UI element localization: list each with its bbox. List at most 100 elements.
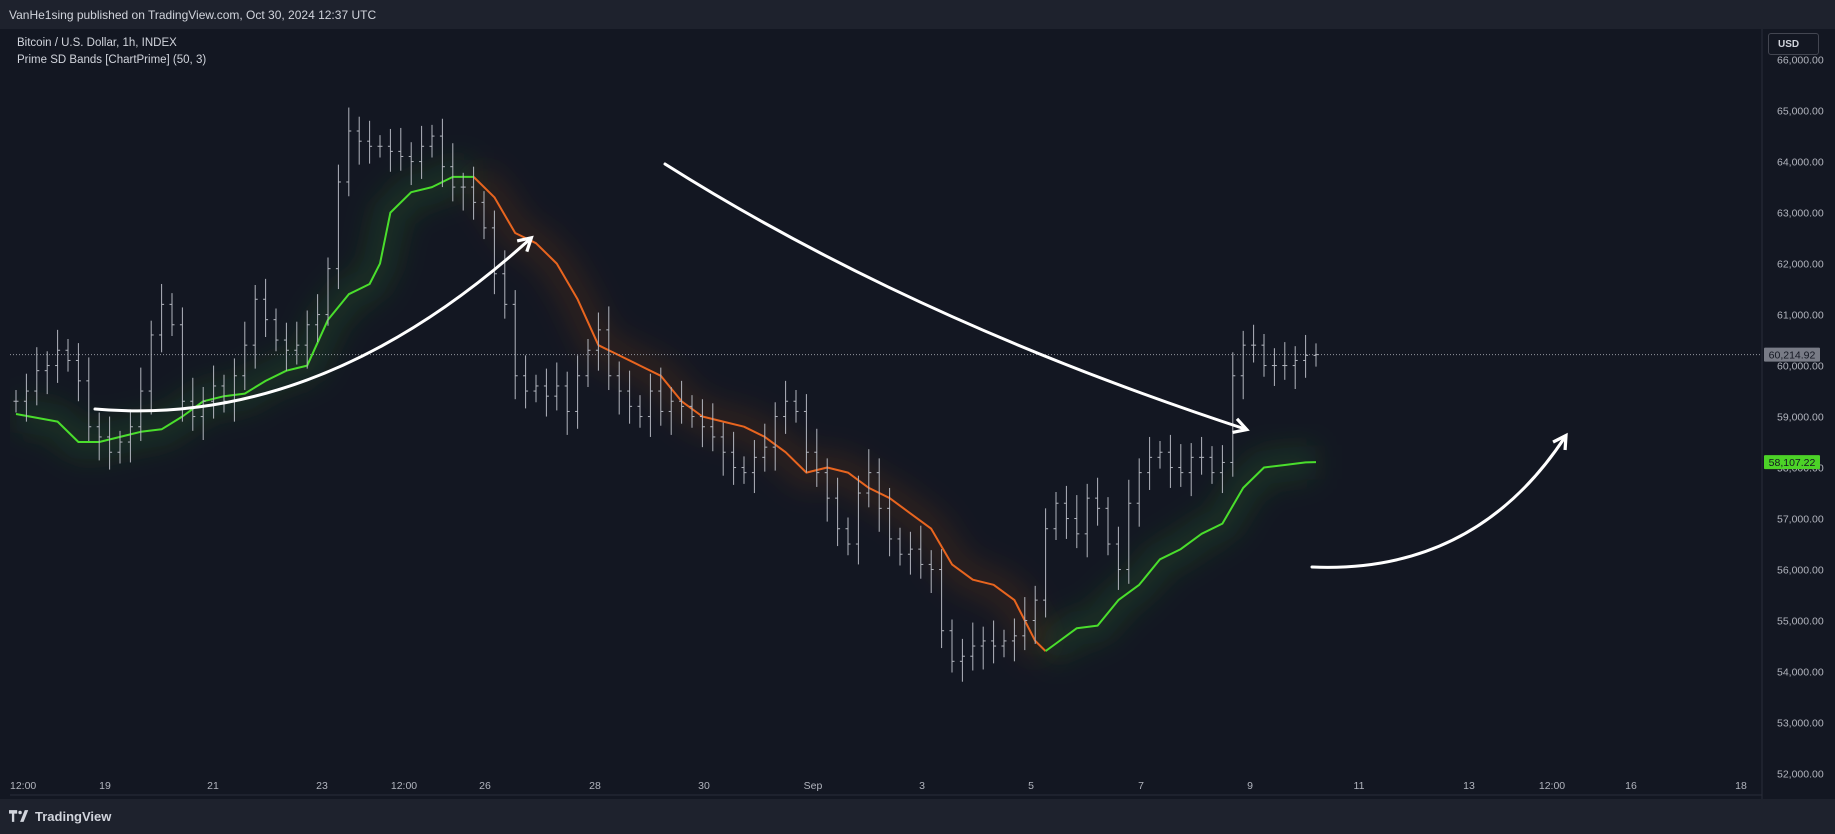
price-bar (1095, 477, 1101, 526)
price-axis-label: 63,000.00 (1777, 208, 1824, 220)
time-axis-label: 12:00 (391, 780, 417, 792)
price-axis: 66,000.00 65,000.00 64,000.00 63,000.00 62,0… (1777, 55, 1824, 781)
price-bar (1022, 597, 1028, 651)
price-bar (897, 527, 903, 566)
price-bar (387, 128, 393, 172)
tradingview-logo-icon (9, 810, 29, 822)
price-chart[interactable]: 66,000.00 65,000.00 64,000.00 63,000.00 62,0… (10, 29, 1825, 799)
brand-text: TradingView (35, 808, 112, 824)
time-axis-label: 28 (589, 780, 601, 792)
price-bar (159, 283, 165, 353)
time-axis-label: 12:00 (10, 780, 36, 792)
time-axis-label: 18 (1735, 780, 1747, 792)
currency-button[interactable]: USD (1768, 33, 1819, 55)
time-axis-label: 30 (698, 780, 710, 792)
indicator-line[interactable]: Prime SD Bands [ChartPrime] (50, 3) (17, 54, 207, 66)
price-bar (1136, 458, 1142, 527)
price-bar (315, 294, 321, 343)
price-bar (887, 487, 893, 557)
price-bar (627, 370, 633, 424)
price-bar (741, 456, 747, 484)
price-bar (1126, 479, 1132, 584)
price-bar (377, 135, 383, 158)
price-bar (668, 386, 674, 435)
arrow-up-right (1310, 432, 1568, 569)
price-bar (637, 395, 643, 428)
price-bar (1209, 446, 1215, 484)
price-bar (294, 321, 300, 365)
price-axis-label: 65,000.00 (1777, 106, 1824, 118)
price-bar (1251, 324, 1257, 363)
price-bar (107, 416, 113, 470)
time-axis-label: 11 (1354, 780, 1365, 792)
price-bar (86, 357, 92, 442)
time-axis-label: 16 (1625, 780, 1637, 792)
price-bar (460, 172, 466, 211)
price-bar (44, 351, 50, 395)
price-bar (1282, 342, 1288, 380)
chart-area[interactable]: 66,000.00 65,000.00 64,000.00 63,000.00 62,0… (10, 29, 1825, 799)
price-bar (1063, 485, 1069, 539)
time-axis-label: 7 (1138, 780, 1144, 792)
last-price-label: 60,214.92 (1764, 347, 1820, 362)
price-bar (543, 368, 549, 417)
price-bar (429, 124, 435, 158)
price-bar (1271, 348, 1277, 386)
price-bar (793, 390, 799, 423)
price-bars (13, 107, 1319, 682)
price-bar (575, 355, 581, 429)
tradingview-brand[interactable]: TradingView (9, 807, 111, 825)
price-bar (65, 339, 71, 372)
price-bar (523, 355, 529, 409)
price-bar (75, 343, 81, 402)
price-bar (751, 440, 757, 494)
price-bar (616, 361, 622, 415)
price-bar (273, 308, 279, 352)
price-bar (991, 620, 997, 664)
price-axis-label: 61,000.00 (1777, 310, 1824, 322)
price-bar (263, 278, 269, 337)
price-bar (1219, 445, 1225, 494)
price-bar (585, 339, 591, 387)
price-bar (803, 394, 809, 473)
price-axis-label: 62,000.00 (1777, 259, 1824, 271)
prime-sd-bands (12, 159, 1323, 665)
price-bar (1074, 495, 1080, 549)
price-bar (138, 367, 144, 442)
price-bar (1084, 483, 1090, 558)
time-axis-label: 21 (207, 780, 219, 792)
chart-legend: Bitcoin / U.S. Dollar, 1h, INDEX Prime S… (17, 35, 206, 69)
price-axis-label: 53,000.00 (1777, 718, 1824, 730)
price-bar (1261, 333, 1267, 377)
price-bar (845, 517, 851, 556)
price-bar (647, 373, 653, 437)
price-bar (356, 116, 362, 165)
price-bar (533, 374, 539, 403)
price-bar (23, 373, 29, 422)
price-bar (824, 458, 830, 522)
price-bar (13, 390, 19, 413)
symbol-line[interactable]: Bitcoin / U.S. Dollar, 1h, INDEX (17, 37, 177, 49)
footer-bar: TradingView (0, 799, 1835, 834)
price-bar (980, 626, 986, 670)
price-bar (190, 377, 196, 431)
price-bar (242, 321, 248, 391)
price-bar (762, 423, 768, 472)
price-bar (481, 191, 487, 240)
time-axis-label: Sep (804, 780, 823, 792)
price-bar (1115, 526, 1121, 590)
price-bar (928, 550, 934, 593)
price-bar (127, 409, 133, 463)
price-bar (907, 531, 913, 575)
price-axis-label: 57,000.00 (1777, 514, 1824, 526)
price-bar (55, 329, 61, 383)
price-bar (1303, 334, 1309, 378)
currency-label: USD (1778, 39, 1800, 50)
price-bar (783, 380, 789, 434)
price-bar (855, 475, 861, 565)
price-bar (814, 428, 820, 487)
price-bar (939, 549, 945, 649)
price-bar (179, 307, 185, 422)
time-axis-label: 19 (99, 780, 111, 792)
arrow-down-middle (663, 162, 1250, 435)
